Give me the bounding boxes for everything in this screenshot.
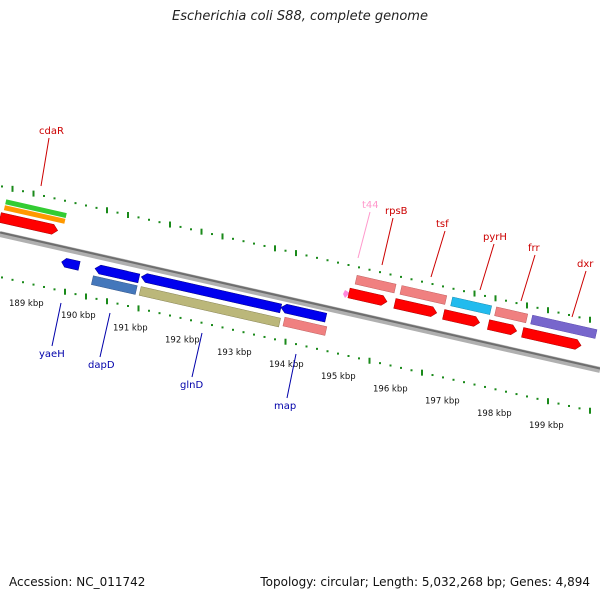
gene-label-dxr: dxr bbox=[577, 259, 594, 270]
gene-label-t44: t44 bbox=[362, 200, 379, 211]
tick-label: 193 kbp bbox=[217, 348, 252, 358]
map-title: Escherichia coli S88, complete genome bbox=[172, 9, 428, 24]
tick-label: 191 kbp bbox=[113, 323, 148, 333]
gene-label-cdaR: cdaR bbox=[39, 126, 64, 137]
tick-label: 196 kbp bbox=[373, 384, 408, 394]
tick-label: 189 kbp bbox=[9, 299, 44, 309]
tick-label: 190 kbp bbox=[61, 311, 96, 321]
gc-content-dots-bottom bbox=[1, 276, 591, 414]
label-callout-line bbox=[430, 230, 446, 278]
gene-label-callouts: cdaR t44 rpsB tsf pyrH frr dxr yaeH dapD glnD map bbox=[39, 126, 594, 412]
feature-track-orange bbox=[3, 205, 66, 224]
cds-reverse-arrow bbox=[140, 273, 283, 314]
label-callout-line bbox=[571, 270, 587, 318]
cds-forward-arrow bbox=[487, 319, 518, 336]
label-callout-line bbox=[51, 302, 62, 347]
gene-label-tsf: tsf bbox=[436, 219, 449, 230]
gene-label-frr: frr bbox=[528, 243, 540, 254]
gene-box-tsf bbox=[399, 285, 448, 305]
cds-forward-arrow bbox=[521, 327, 582, 350]
cds-forward-arrow bbox=[393, 298, 438, 317]
gene-box-dapD bbox=[91, 275, 138, 295]
label-callout-line bbox=[99, 312, 111, 358]
coordinate-tick-labels: 189 kbp 190 kbp 191 kbp 192 kbp 193 kbp 194 k… bbox=[9, 299, 564, 431]
tick-label: 197 kbp bbox=[425, 397, 460, 407]
gene-label-yaeH: yaeH bbox=[39, 349, 65, 360]
tick-label: 199 kbp bbox=[529, 421, 564, 431]
cds-reverse-arrow bbox=[61, 258, 81, 271]
tick-label: 195 kbp bbox=[321, 372, 356, 382]
gene-label-rpsB: rpsB bbox=[385, 206, 408, 217]
gene-label-dapD: dapD bbox=[88, 360, 115, 371]
gene-box-rpsB bbox=[354, 275, 397, 294]
tick-label: 194 kbp bbox=[269, 360, 304, 370]
gene-box-pyrH bbox=[450, 296, 492, 315]
cds-forward-arrow bbox=[0, 212, 59, 235]
label-callout-line bbox=[286, 353, 297, 399]
feature-track-green bbox=[5, 199, 67, 218]
trna-t44-marker bbox=[343, 290, 350, 298]
gene-box-dxr bbox=[530, 314, 598, 339]
label-callout-line bbox=[357, 211, 371, 259]
label-callout-line bbox=[381, 217, 394, 266]
cds-forward-arrow bbox=[347, 287, 388, 306]
label-callout-line bbox=[40, 137, 50, 187]
gene-label-pyrH: pyrH bbox=[483, 232, 507, 243]
accession-label: Accession: NC_011742 bbox=[9, 575, 146, 589]
gene-label-map: map bbox=[274, 401, 296, 412]
cds-reverse-arrow bbox=[94, 264, 141, 284]
genome-backbone bbox=[0, 231, 600, 373]
gene-box-glnD bbox=[138, 286, 281, 328]
tick-label: 192 kbp bbox=[165, 336, 200, 346]
cds-reverse-arrow bbox=[280, 303, 328, 323]
tick-label: 198 kbp bbox=[477, 409, 512, 419]
gene-label-glnD: glnD bbox=[180, 380, 203, 391]
label-callout-line bbox=[191, 332, 203, 378]
label-callout-line bbox=[479, 243, 495, 291]
label-callout-line bbox=[520, 254, 536, 302]
cds-forward-arrow bbox=[442, 309, 481, 327]
gene-box-frr bbox=[494, 306, 529, 324]
topology-label: Topology: circular; Length: 5,032,268 bp… bbox=[260, 575, 590, 589]
gc-content-dots-top bbox=[1, 185, 591, 323]
gene-box-map bbox=[282, 316, 328, 336]
genome-backbone-edge bbox=[0, 231, 600, 370]
